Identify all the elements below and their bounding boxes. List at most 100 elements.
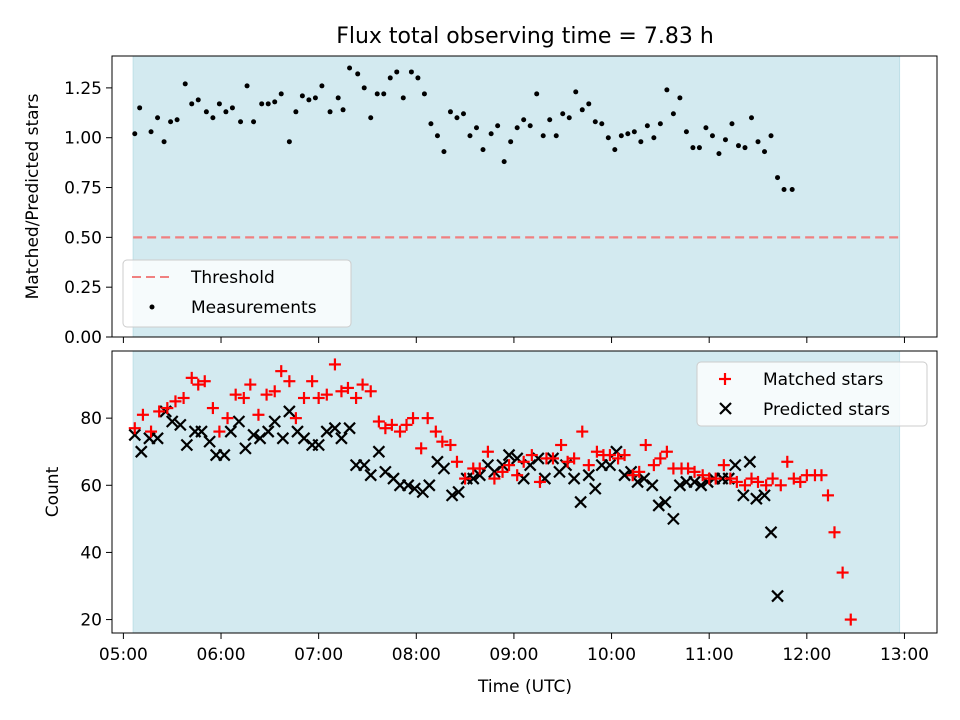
y-tick-label: 0.50 — [64, 228, 102, 248]
matched-star-point — [145, 425, 158, 438]
predicted-star-point — [743, 455, 757, 469]
measurement-point — [495, 123, 501, 129]
measurement-point — [664, 87, 670, 93]
predicted-star-point — [603, 458, 617, 472]
matched-star-point — [385, 418, 398, 431]
measurement-point — [755, 139, 761, 145]
measurement-point — [327, 109, 333, 115]
predicted-star-point — [694, 479, 708, 492]
measurement-point — [340, 107, 346, 113]
x-tick-label: 10:00 — [587, 645, 636, 665]
matched-star-point — [568, 452, 581, 465]
predicted-star-point — [180, 438, 194, 452]
measurement-point — [618, 133, 624, 139]
legend-threshold-label: Threshold — [190, 268, 275, 288]
predicted-star-point — [357, 458, 371, 472]
measurement-point — [195, 97, 201, 103]
matched-star-point — [647, 459, 660, 472]
measurement-point — [521, 117, 527, 123]
measurement-point — [293, 109, 299, 115]
bottom-panel: 20 40 60 80 05:00 06:00 07:00 08:00 09:00 10:00 1… — [43, 350, 938, 697]
measurement-point — [174, 117, 180, 123]
predicted-star-point — [320, 425, 334, 438]
matched-star-point — [185, 371, 198, 384]
predicted-star-point — [452, 485, 465, 499]
measurement-point — [690, 145, 696, 151]
matched-star-point — [709, 472, 722, 485]
predicted-star-point — [737, 489, 750, 502]
measurement-point — [286, 139, 292, 145]
measurement-point — [259, 101, 265, 107]
measurement-point — [514, 125, 520, 131]
y-tick-label: 1.00 — [64, 129, 102, 149]
measurement-point — [244, 83, 250, 89]
matched-star-point — [450, 455, 463, 468]
legend-measurements-label: Measurements — [191, 298, 317, 318]
predicted-star-point — [658, 495, 672, 509]
predicted-star-point — [688, 475, 701, 489]
measurement-point — [703, 125, 709, 131]
measurement-point — [781, 187, 787, 193]
predicted-star-point — [247, 428, 260, 442]
matched-star-point — [517, 455, 530, 468]
matched-star-point — [612, 452, 625, 465]
measurement-point — [203, 109, 209, 115]
measurement-point — [508, 139, 514, 145]
matched-star-point — [730, 475, 743, 488]
measurement-point — [605, 135, 611, 141]
matched-star-point — [335, 385, 348, 398]
measurement-point — [460, 111, 466, 117]
matched-star-point — [312, 392, 325, 404]
matched-star-point — [206, 402, 219, 415]
matched-star-point — [525, 449, 538, 462]
legend-matched-swatch — [719, 373, 731, 385]
figure-title: Flux total observing time = 7.83 h — [336, 24, 714, 49]
matched-star-point — [221, 412, 234, 425]
predicted-star-point — [582, 468, 596, 482]
matched-star-point — [844, 613, 857, 626]
matched-star-point — [298, 392, 311, 404]
matched-star-point — [496, 465, 509, 478]
measurement-point — [467, 133, 473, 139]
measurement-point — [161, 139, 167, 145]
measurement-point — [612, 147, 618, 153]
predicted-star-point — [589, 482, 602, 495]
measurement-point — [229, 105, 235, 111]
matched-star-point — [626, 469, 639, 482]
legend-matched-label: Matched stars — [763, 370, 883, 390]
measurement-point — [709, 133, 715, 139]
matched-star-point — [415, 442, 428, 455]
matched-star-point — [444, 439, 457, 451]
measurement-point — [312, 95, 318, 101]
measurement-point — [547, 117, 553, 123]
top-panel-y-ticks: 0.00 0.25 0.50 0.75 1.00 1.25 — [64, 79, 112, 348]
measurement-point — [182, 81, 188, 87]
legend-measurements-swatch — [149, 304, 155, 310]
measurement-point — [473, 125, 479, 131]
measurement-point — [441, 149, 447, 155]
matched-star-point — [654, 452, 667, 465]
measurement-point — [762, 149, 768, 155]
measurement-point — [768, 133, 774, 139]
matched-star-point — [794, 475, 807, 488]
measurement-point — [579, 107, 585, 113]
matched-star-point — [603, 449, 616, 462]
measurement-point — [278, 91, 284, 97]
matched-star-point — [590, 445, 603, 458]
y-tick-label: 80 — [80, 409, 102, 429]
measurement-point — [355, 71, 361, 77]
matched-star-point — [320, 388, 333, 401]
predicted-star-point — [218, 448, 231, 462]
x-tick-label: 08:00 — [392, 645, 441, 665]
measurement-point — [168, 119, 174, 125]
measurement-point — [251, 119, 257, 125]
x-tick-label: 07:00 — [294, 645, 343, 665]
measurement-point — [748, 115, 754, 121]
predicted-star-point — [466, 472, 480, 485]
matched-star-point — [436, 435, 449, 448]
predicted-star-point — [268, 415, 281, 428]
predicted-star-points — [128, 405, 784, 603]
predicted-star-point — [574, 495, 587, 509]
predicted-star-point — [728, 458, 742, 472]
predicted-star-point — [165, 415, 179, 428]
